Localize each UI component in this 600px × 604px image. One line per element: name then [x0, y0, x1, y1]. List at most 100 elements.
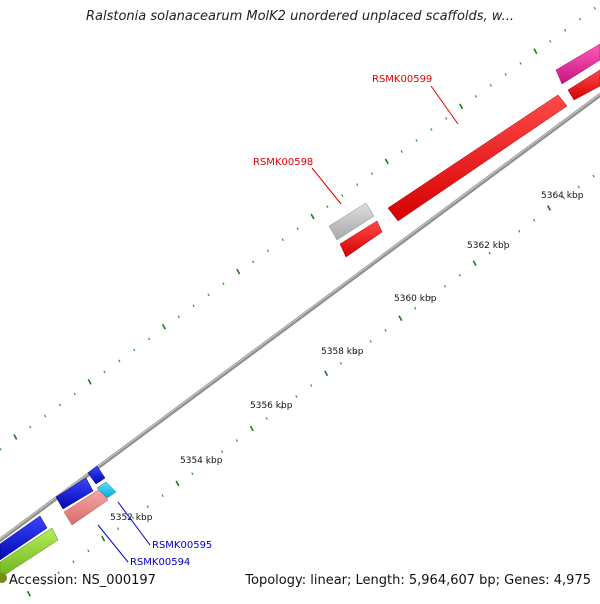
- gene-rsmk00598[interactable]: [328, 202, 383, 258]
- tick-mark: [87, 378, 92, 385]
- callout-line-rsmk00595: [117, 501, 151, 546]
- tick-label-5356: 5356 kbp: [250, 401, 293, 411]
- tick-mark: [414, 306, 417, 310]
- tick-mark: [236, 268, 241, 275]
- tick-mark: [161, 494, 164, 498]
- inner-tick-row: [26, 174, 595, 597]
- tick-mark: [339, 362, 343, 365]
- tick-mark: [146, 505, 149, 509]
- tick-mark: [459, 103, 464, 110]
- tick-mark: [222, 282, 225, 286]
- tick-mark: [296, 227, 299, 231]
- tick-mark: [116, 527, 120, 531]
- tick-mark: [324, 370, 329, 377]
- tick-mark: [445, 117, 448, 120]
- tick-mark: [161, 323, 166, 330]
- tick-mark: [131, 516, 135, 520]
- tick-mark: [549, 39, 552, 43]
- gene-blue-left[interactable]: [0, 515, 48, 561]
- gene-blue-small[interactable]: [87, 465, 106, 485]
- tick-mark: [428, 295, 432, 299]
- gene-labels: RSMK00599 RSMK00598 RSMK00595 RSMK00594: [130, 74, 432, 568]
- tick-mark: [532, 218, 536, 222]
- outer-tick-row: [0, 6, 596, 451]
- tick-mark: [13, 434, 18, 440]
- tick-mark: [73, 392, 76, 396]
- tick-label-5358: 5358 kbp: [321, 347, 364, 357]
- tick-mark: [249, 425, 254, 432]
- tick-mark: [101, 535, 106, 542]
- gene-lime[interactable]: [0, 527, 59, 579]
- tick-mark: [384, 158, 389, 165]
- tick-mark: [458, 273, 461, 277]
- tick-mark: [578, 17, 582, 21]
- accession-label: Accession: NS_000197: [9, 573, 156, 588]
- tick-labels: 5352 kbp 5354 kbp 5356 kbp 5358 kbp 5360…: [110, 191, 584, 523]
- tick-mark: [593, 6, 596, 10]
- tick-label-5352: 5352 kbp: [110, 513, 153, 523]
- tick-mark: [474, 95, 478, 98]
- tick-mark: [220, 450, 224, 453]
- tick-mark: [430, 128, 433, 131]
- tick-label-5364: 5364 kbp: [541, 191, 584, 201]
- tick-mark: [192, 304, 195, 308]
- tick-label-5360: 5360 kbp: [394, 294, 437, 304]
- tick-mark: [266, 249, 270, 253]
- tick-mark: [488, 251, 491, 255]
- tick-mark: [562, 196, 565, 200]
- tick-mark: [280, 406, 283, 409]
- gene-label-rsmk00598[interactable]: RSMK00598: [253, 157, 313, 168]
- gene-label-rsmk00594[interactable]: RSMK00594: [130, 557, 190, 568]
- tick-mark: [103, 370, 106, 374]
- gene-label-rsmk00595[interactable]: RSMK00595: [152, 540, 212, 551]
- tick-mark: [472, 260, 477, 266]
- gene-rsmk00595[interactable]: [96, 481, 117, 499]
- genome-backbone-highlight: [0, 93, 600, 540]
- tick-mark: [326, 205, 329, 209]
- scaffold-marker: [0, 573, 7, 583]
- map-title: Ralstonia solanacearum MolK2 unordered u…: [85, 9, 514, 24]
- tick-mark: [26, 590, 31, 597]
- tick-mark: [384, 328, 387, 332]
- topology-summary: Topology: linear; Length: 5,964,607 bp; …: [245, 573, 591, 588]
- tick-mark: [29, 425, 32, 429]
- tick-mark: [87, 549, 90, 553]
- tick-mark: [177, 315, 180, 319]
- tick-mark: [175, 480, 180, 487]
- gene-rsmk00599[interactable]: [387, 69, 600, 222]
- gene-blue[interactable]: [55, 477, 94, 510]
- tick-mark: [504, 73, 507, 76]
- gene-rsmk00594[interactable]: [63, 488, 109, 526]
- tick-mark: [281, 238, 284, 242]
- tick-label-5362: 5362 kbp: [467, 241, 510, 251]
- tick-mark: [370, 172, 374, 175]
- tick-mark: [207, 293, 210, 297]
- tick-mark: [206, 461, 209, 464]
- tick-mark: [546, 205, 552, 211]
- tick-mark: [400, 150, 403, 153]
- tick-mark: [72, 560, 75, 564]
- tick-mark: [341, 194, 344, 198]
- tick-mark: [443, 284, 447, 288]
- tick-mark: [398, 315, 403, 322]
- tick-mark: [57, 571, 60, 575]
- tick-mark: [354, 351, 357, 354]
- tick-mark: [310, 384, 313, 387]
- tick-mark: [518, 229, 521, 233]
- tick-mark: [489, 84, 492, 87]
- tick-mark: [43, 414, 47, 418]
- tick-mark: [533, 48, 538, 55]
- tick-mark: [295, 395, 298, 398]
- tick-mark: [503, 240, 506, 244]
- tick-mark: [369, 339, 372, 343]
- gene-magenta[interactable]: [555, 43, 600, 85]
- tick-mark: [191, 472, 194, 476]
- tick-mark: [577, 185, 580, 189]
- gene-label-rsmk00599[interactable]: RSMK00599: [372, 74, 432, 85]
- tick-mark: [133, 348, 136, 352]
- tick-mark: [592, 174, 595, 178]
- tick-mark: [251, 260, 255, 264]
- tick-mark: [235, 439, 239, 442]
